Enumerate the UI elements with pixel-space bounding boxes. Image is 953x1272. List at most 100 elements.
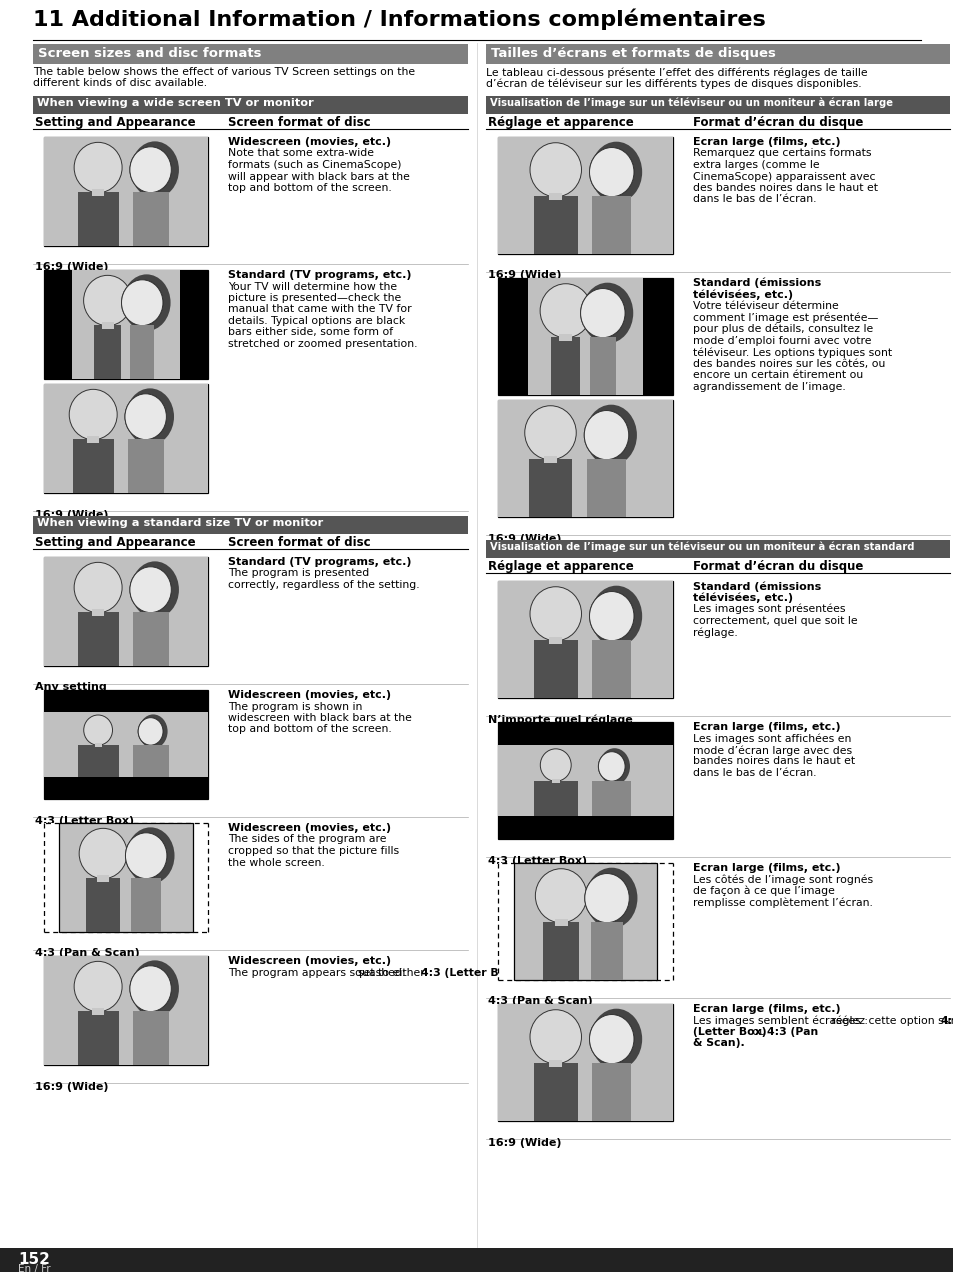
Ellipse shape [598, 752, 624, 781]
Text: Setting and Appearance: Setting and Appearance [35, 536, 195, 550]
Bar [102, 322, 113, 329]
Bar [534, 781, 577, 815]
Bar [497, 279, 527, 396]
Text: Format d’écran du disque: Format d’écran du disque [692, 560, 862, 572]
Text: 4:3 (Pan & Scan): 4:3 (Pan & Scan) [488, 996, 592, 1006]
Text: remplisse complètement l’écran.: remplisse complètement l’écran. [692, 898, 872, 908]
Bar [44, 384, 208, 494]
Text: set to either: set to either [358, 968, 428, 977]
Text: Réglage et apparence: Réglage et apparence [488, 560, 633, 572]
Text: The program is presented: The program is presented [228, 569, 369, 579]
Bar [497, 1004, 672, 1121]
Text: Réglage et apparence: Réglage et apparence [488, 116, 633, 128]
Text: or: or [497, 968, 515, 977]
Ellipse shape [589, 148, 634, 197]
Bar [551, 337, 579, 396]
Text: will appear with black bars at the: will appear with black bars at the [228, 172, 410, 182]
Ellipse shape [584, 874, 629, 922]
Text: stretched or zoomed presentation.: stretched or zoomed presentation. [228, 340, 417, 349]
Bar [0, 1248, 953, 1272]
Bar [77, 744, 118, 777]
Ellipse shape [589, 591, 634, 641]
Ellipse shape [130, 567, 172, 613]
Text: Ecran large (films, etc.): Ecran large (films, etc.) [692, 137, 840, 148]
Ellipse shape [530, 1010, 581, 1063]
Text: 16:9 (Wide): 16:9 (Wide) [488, 533, 561, 543]
Text: Screen format of disc: Screen format of disc [228, 116, 370, 128]
Ellipse shape [583, 411, 628, 459]
Bar [44, 270, 208, 379]
Bar [132, 878, 161, 932]
Text: Widescreen (movies, etc.): Widescreen (movies, etc.) [228, 137, 391, 148]
Bar [33, 95, 468, 114]
Text: comment l’image est présentée—: comment l’image est présentée— [692, 313, 878, 323]
Text: Standard (TV programs, etc.): Standard (TV programs, etc.) [228, 270, 411, 280]
Text: Your TV will determine how the: Your TV will determine how the [228, 281, 396, 291]
Text: 11 Additional Information / Informations complémentaires: 11 Additional Information / Informations… [33, 8, 765, 29]
Bar [592, 1062, 630, 1121]
Bar [497, 137, 672, 254]
Ellipse shape [585, 868, 637, 929]
Ellipse shape [74, 562, 122, 613]
Text: 4:3 (Pan & Scan).: 4:3 (Pan & Scan). [515, 968, 620, 977]
Bar [497, 722, 672, 840]
Text: 16:9 (Wide): 16:9 (Wide) [35, 262, 109, 272]
Bar [86, 878, 120, 932]
Bar [497, 137, 672, 254]
Bar [497, 815, 672, 840]
Bar [128, 439, 164, 494]
Text: & Scan).: & Scan). [692, 1038, 744, 1048]
Bar [180, 270, 208, 379]
Text: 16:9 (Wide): 16:9 (Wide) [488, 1137, 561, 1147]
Text: Tailles d’écrans et formats de disques: Tailles d’écrans et formats de disques [491, 47, 775, 60]
Bar [92, 609, 104, 616]
Text: picture is presented—check the: picture is presented—check the [228, 293, 401, 303]
Text: mode d’emploi fourni avec votre: mode d’emploi fourni avec votre [692, 336, 871, 346]
Ellipse shape [125, 394, 166, 440]
Text: Ecran large (films, etc.): Ecran large (films, etc.) [692, 862, 840, 873]
Ellipse shape [84, 275, 132, 326]
Bar [592, 640, 630, 698]
Text: Votre téléviseur détermine: Votre téléviseur détermine [692, 301, 838, 310]
Ellipse shape [74, 962, 122, 1011]
Text: When viewing a standard size TV or monitor: When viewing a standard size TV or monit… [37, 518, 323, 528]
Text: Le tableau ci-dessous présente l’effet des différents réglages de taille: Le tableau ci-dessous présente l’effet d… [485, 67, 866, 78]
Bar [44, 137, 208, 245]
Text: dans le bas de l’écran.: dans le bas de l’écran. [692, 195, 816, 205]
Bar [543, 457, 557, 463]
Bar [132, 612, 169, 667]
Bar [497, 722, 672, 745]
Bar [592, 196, 630, 254]
Bar [44, 689, 208, 799]
Text: téléviseur. Les options typiques sont: téléviseur. Les options typiques sont [692, 347, 891, 357]
Text: 4:3: 4:3 [940, 1015, 953, 1025]
Ellipse shape [131, 561, 179, 618]
Bar [132, 1010, 169, 1065]
Text: Screen format of disc: Screen format of disc [228, 536, 370, 550]
Ellipse shape [139, 715, 168, 748]
Bar [132, 192, 169, 245]
Text: top and bottom of the screen.: top and bottom of the screen. [228, 183, 392, 193]
Bar [44, 557, 208, 667]
Ellipse shape [70, 389, 117, 440]
Ellipse shape [130, 965, 172, 1011]
Text: Visualisation de l’image sur un téléviseur ou un moniteur à écran large: Visualisation de l’image sur un télévise… [490, 98, 892, 108]
Text: Les images sont présentées: Les images sont présentées [692, 604, 844, 614]
Bar [44, 823, 208, 932]
Text: bandes noires dans le haut et: bandes noires dans le haut et [692, 757, 854, 767]
Ellipse shape [584, 874, 629, 922]
Text: Standard (TV programs, etc.): Standard (TV programs, etc.) [228, 557, 411, 567]
Ellipse shape [138, 717, 163, 745]
Text: mode d’écran large avec des: mode d’écran large avec des [692, 745, 851, 756]
Ellipse shape [535, 869, 586, 922]
Bar [92, 190, 104, 196]
Text: the whole screen.: the whole screen. [228, 857, 324, 868]
Text: 16:9 (Wide): 16:9 (Wide) [488, 271, 561, 281]
Bar [528, 458, 572, 516]
Bar [549, 637, 561, 644]
Bar [132, 744, 169, 777]
Bar [514, 862, 657, 979]
Text: 16:9 (Wide): 16:9 (Wide) [35, 510, 109, 519]
Text: En / Fr: En / Fr [18, 1264, 51, 1272]
Ellipse shape [524, 406, 576, 459]
